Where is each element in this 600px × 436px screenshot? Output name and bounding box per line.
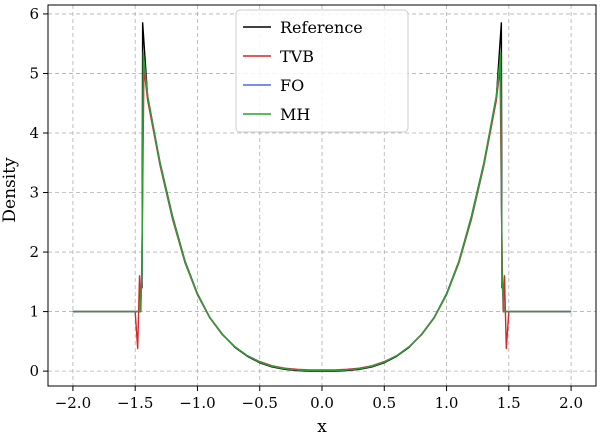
legend-label: TVB [280, 47, 314, 66]
series-line-mh [72, 51, 572, 372]
x-tick-label: 0.0 [310, 394, 334, 412]
y-tick-label: 5 [29, 64, 39, 82]
x-tick-label: −2.0 [55, 394, 91, 412]
y-tick-label: 4 [29, 124, 39, 142]
y-tick-label: 0 [29, 362, 39, 380]
legend: Reference TVB FO MH [235, 9, 409, 133]
legend-box [235, 9, 409, 133]
x-tick-label: 1.0 [435, 394, 459, 412]
y-tick-label: 3 [29, 184, 39, 202]
x-tick-label: −1.5 [117, 394, 153, 412]
series-lines [72, 22, 572, 372]
x-axis-label: x [317, 417, 327, 436]
y-tick-label: 6 [29, 5, 39, 23]
legend-label: Reference [280, 18, 363, 37]
x-tick-label: 1.5 [497, 394, 521, 412]
y-axis-label: Density [0, 157, 20, 223]
legend-label: MH [280, 105, 310, 124]
y-tick-label: 2 [29, 243, 39, 261]
y-tick-label: 1 [29, 303, 39, 321]
axis-ticks: −2.0 −1.5 −1.0 −0.5 0.0 0.5 1.0 1.5 2.0 0 1 2 3 4 5 6 [29, 5, 583, 412]
legend-label: FO [280, 76, 304, 95]
x-tick-label: 2.0 [559, 394, 583, 412]
x-tick-label: 0.5 [372, 394, 396, 412]
x-tick-label: −1.0 [179, 394, 215, 412]
x-tick-label: −0.5 [242, 394, 278, 412]
